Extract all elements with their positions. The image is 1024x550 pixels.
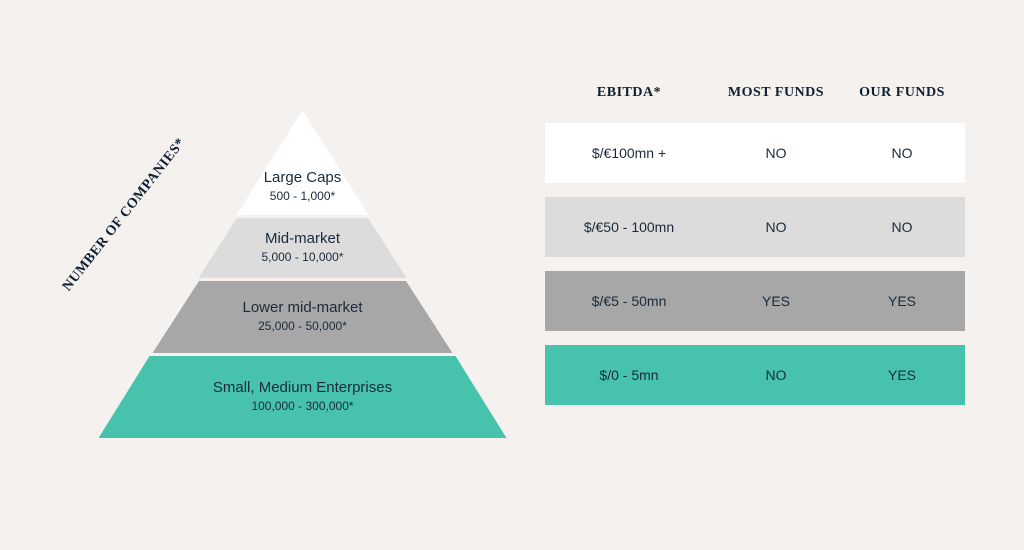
funds-row-2: $/€50 - 100mn NO NO bbox=[545, 197, 965, 257]
funds-table: EBITDA* MOST FUNDS OUR FUNDS $/€100mn + … bbox=[545, 85, 965, 419]
pyramid-tier-4-sub: 100,000 - 300,000* bbox=[251, 399, 353, 415]
pyramid-tier-3-title: Lower mid-market bbox=[242, 299, 362, 317]
funds-row-3-ourfunds: YES bbox=[839, 293, 965, 309]
pyramid-tier-3-sub: 25,000 - 50,000* bbox=[258, 319, 347, 335]
funds-row-3-mostfunds: YES bbox=[713, 293, 839, 309]
funds-row-1: $/€100mn + NO NO bbox=[545, 123, 965, 183]
funds-row-1-ourfunds: NO bbox=[839, 145, 965, 161]
pyramid-tier-1-title: Large Caps bbox=[264, 169, 342, 187]
pyramid-tier-4-title: Small, Medium Enterprises bbox=[213, 379, 392, 397]
funds-row-1-mostfunds: NO bbox=[713, 145, 839, 161]
pyramid-tier-2: Mid-market 5,000 - 10,000* bbox=[199, 218, 407, 278]
pyramid-tier-2-sub: 5,000 - 10,000* bbox=[261, 250, 343, 266]
funds-row-2-ourfunds: NO bbox=[839, 219, 965, 235]
funds-row-4-ourfunds: YES bbox=[839, 367, 965, 383]
funds-header-ebitda: EBITDA* bbox=[545, 85, 713, 101]
funds-table-header: EBITDA* MOST FUNDS OUR FUNDS bbox=[545, 85, 965, 101]
funds-row-2-ebitda: $/€50 - 100mn bbox=[545, 219, 713, 235]
funds-row-3: $/€5 - 50mn YES YES bbox=[545, 271, 965, 331]
pyramid-tier-1-sub: 500 - 1,000* bbox=[270, 189, 335, 205]
funds-header-most-funds: MOST FUNDS bbox=[713, 85, 839, 101]
funds-row-1-ebitda: $/€100mn + bbox=[545, 145, 713, 161]
funds-header-our-funds: OUR FUNDS bbox=[839, 85, 965, 101]
pyramid: Large Caps 500 - 1,000* Mid-market 5,000… bbox=[95, 110, 510, 440]
funds-row-4: $/0 - 5mn NO YES bbox=[545, 345, 965, 405]
pyramid-tier-4: Small, Medium Enterprises 100,000 - 300,… bbox=[99, 356, 507, 438]
pyramid-tier-3: Lower mid-market 25,000 - 50,000* bbox=[153, 281, 453, 353]
funds-row-4-ebitda: $/0 - 5mn bbox=[545, 367, 713, 383]
infographic-stage: NUMBER OF COMPANIES* Large Caps 500 - 1,… bbox=[0, 0, 1024, 550]
pyramid-tier-1: Large Caps 500 - 1,000* bbox=[237, 110, 369, 215]
funds-row-2-mostfunds: NO bbox=[713, 219, 839, 235]
funds-row-4-mostfunds: NO bbox=[713, 367, 839, 383]
funds-row-3-ebitda: $/€5 - 50mn bbox=[545, 293, 713, 309]
pyramid-tier-2-title: Mid-market bbox=[265, 230, 340, 248]
